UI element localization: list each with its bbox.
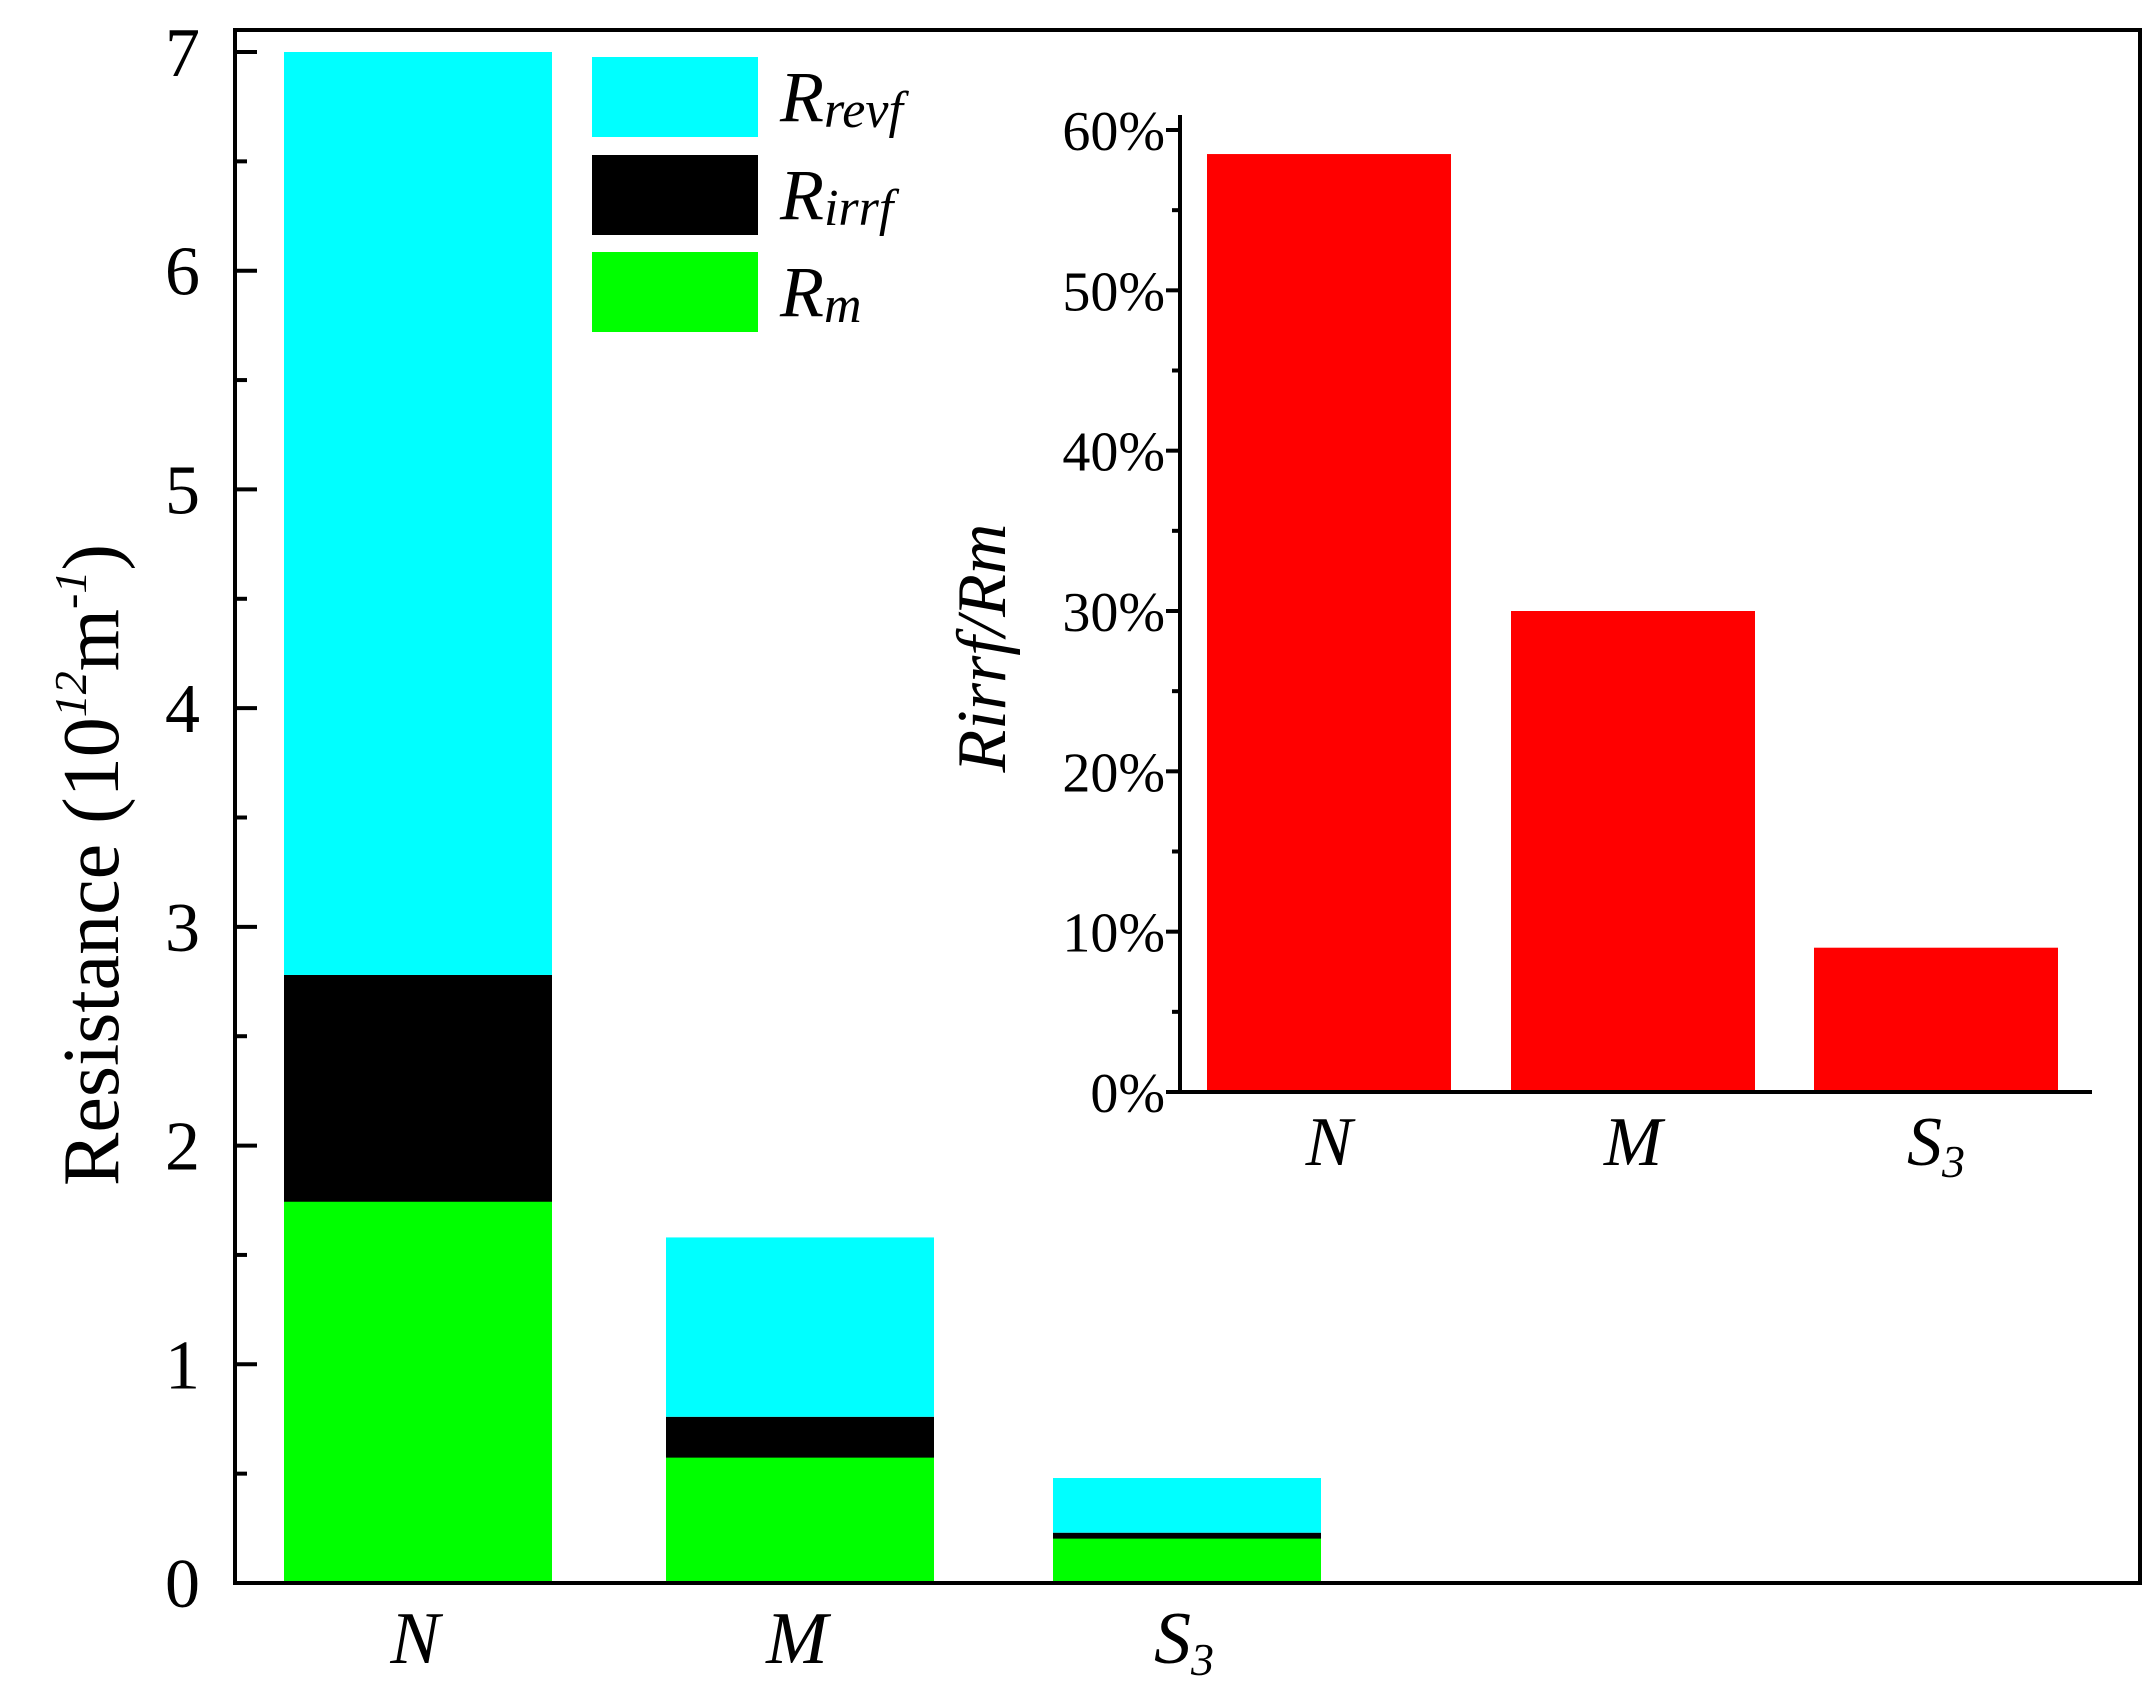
inset-x-tick-label-S3-sub: 3: [1941, 1136, 1965, 1187]
y-tick-label: 1: [165, 1327, 200, 1404]
x-tick-label-S3-sub: 3: [1190, 1634, 1214, 1685]
bar-S3-Rirrf: [1053, 1532, 1321, 1538]
y-tick-label: 7: [165, 15, 200, 92]
inset-y-tick-label: 40%: [1062, 422, 1165, 484]
legend-label-sub: m: [824, 277, 862, 334]
y-tick-label: 5: [165, 452, 200, 529]
y-tick-label: 6: [165, 234, 200, 311]
inset-bar-N: [1207, 154, 1451, 1093]
inset-y-tick-label: 50%: [1062, 261, 1165, 323]
main-bars: [284, 52, 1321, 1583]
bar-N-Rrevf: [284, 52, 552, 975]
inset-y-tick-label: 20%: [1062, 742, 1165, 804]
y-axis-title-sup: 12: [45, 671, 96, 717]
inset-x-tick-label-M: M: [1603, 1104, 1666, 1181]
legend-swatch-irrf: [592, 155, 758, 235]
legend-label-main: R: [779, 252, 824, 332]
inset-bar-S3: [1814, 947, 2058, 1092]
bar-S3-Rrevf: [1053, 1478, 1321, 1533]
legend-label-irrf: Rirrf: [779, 155, 900, 237]
y-axis-title-unit: m: [48, 609, 136, 671]
main-y-axis-title: Resistance (1012m-1): [45, 544, 136, 1186]
x-tick-label-N: N: [389, 1598, 443, 1680]
inset-bar-M: [1511, 611, 1755, 1092]
inset-bars: [1207, 154, 2058, 1093]
y-tick-label: 4: [165, 671, 200, 748]
y-tick-label: 3: [165, 890, 200, 967]
main-plot-frame: [233, 28, 2142, 1585]
inset-y-axis-title: Rirrf/Rm: [944, 524, 1021, 774]
main-y-ticks: 0 1 2 3 4 5 6 7: [165, 15, 257, 1623]
bar-S3-Rm: [1053, 1537, 1321, 1583]
inset-y-tick-label: 30%: [1062, 582, 1165, 644]
inset-y-tick-label: 0%: [1090, 1063, 1165, 1125]
legend-label-sub: revf: [824, 82, 909, 139]
y-tick-label: 0: [165, 1546, 200, 1623]
x-tick-label-S3: S3: [1154, 1598, 1214, 1685]
legend-swatch-revf: [592, 57, 758, 137]
y-axis-title-end: ): [48, 544, 136, 571]
main-x-tick-labels: N M S3: [389, 1598, 1214, 1685]
inset-x-tick-label-N: N: [1305, 1104, 1356, 1181]
legend-label-sub: irrf: [824, 180, 900, 237]
y-axis-title-text: Resistance (10: [48, 717, 136, 1186]
inset-y-tick-label: 60%: [1062, 101, 1165, 163]
bar-M-Rirrf: [666, 1416, 934, 1457]
legend-label-m: Rm: [779, 252, 862, 334]
legend-label-main: R: [779, 57, 824, 137]
legend-label-main: R: [779, 155, 824, 235]
x-tick-label-S3-main: S: [1154, 1598, 1191, 1680]
legend-swatch-m: [592, 252, 758, 332]
bar-M-Rrevf: [666, 1237, 934, 1417]
y-axis-title-sup2: -1: [45, 571, 96, 609]
inset-chart: 0% 10% 20% 30% 40% 50% 60% N M S3 Rirrf/Rm: [944, 101, 2092, 1187]
inset-x-tick-label-S3-main: S: [1907, 1104, 1942, 1181]
inset-y-tick-label: 10%: [1062, 903, 1165, 965]
legend-label-revf: Rrevf: [779, 57, 909, 139]
bar-N-Rirrf: [284, 974, 552, 1201]
bar-N-Rm: [284, 1200, 552, 1583]
bar-M-Rm: [666, 1456, 934, 1583]
y-tick-label: 2: [165, 1109, 200, 1186]
inset-y-ticks: 0% 10% 20% 30% 40% 50% 60%: [1062, 101, 1180, 1125]
inset-x-tick-label-S3: S3: [1907, 1104, 1965, 1187]
inset-x-tick-labels: N M S3: [1305, 1104, 1965, 1187]
x-tick-label-M: M: [765, 1598, 832, 1680]
